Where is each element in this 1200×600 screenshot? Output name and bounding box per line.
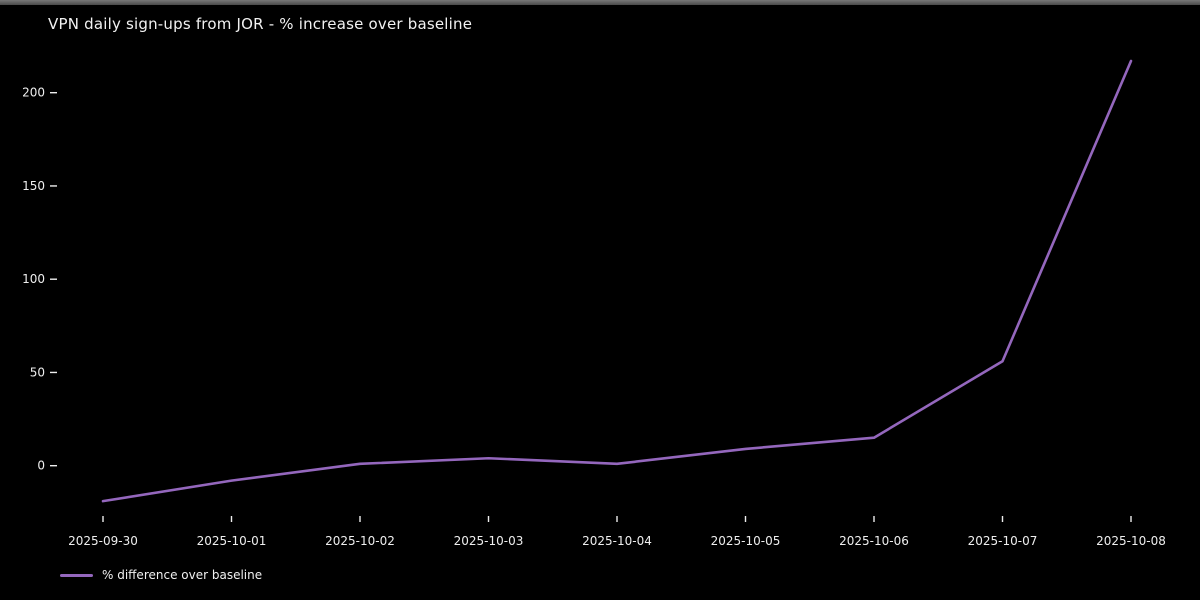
y-tick-label: 100 (22, 272, 45, 286)
x-tick-label: 2025-10-02 (325, 534, 395, 548)
x-tick-label: 2025-10-01 (197, 534, 267, 548)
chart-title: VPN daily sign-ups from JOR - % increase… (48, 15, 473, 33)
x-tick-label: 2025-10-04 (582, 534, 652, 548)
legend-label: % difference over baseline (102, 568, 263, 582)
window-top-edge (0, 0, 1200, 5)
y-axis-ticks: 0 50 100 150 200 (22, 86, 57, 473)
legend: % difference over baseline (60, 568, 262, 582)
x-tick-label: 2025-10-05 (711, 534, 781, 548)
x-tick-label: 2025-10-03 (454, 534, 524, 548)
y-tick-label: 50 (30, 365, 45, 379)
y-tick-label: 200 (22, 86, 45, 100)
legend-line-swatch-icon (60, 573, 93, 577)
x-tick-label: 2025-10-08 (1096, 534, 1166, 548)
y-tick-label: 150 (22, 179, 45, 193)
y-tick-label: 0 (37, 459, 45, 473)
trend-line (101, 59, 1133, 503)
x-axis-ticks: 2025-09-30 2025-10-01 2025-10-02 2025-10-03… (68, 516, 1166, 548)
x-tick-label: 2025-10-06 (839, 534, 909, 548)
x-tick-label: 2025-09-30 (68, 534, 138, 548)
x-tick-label: 2025-10-07 (968, 534, 1038, 548)
